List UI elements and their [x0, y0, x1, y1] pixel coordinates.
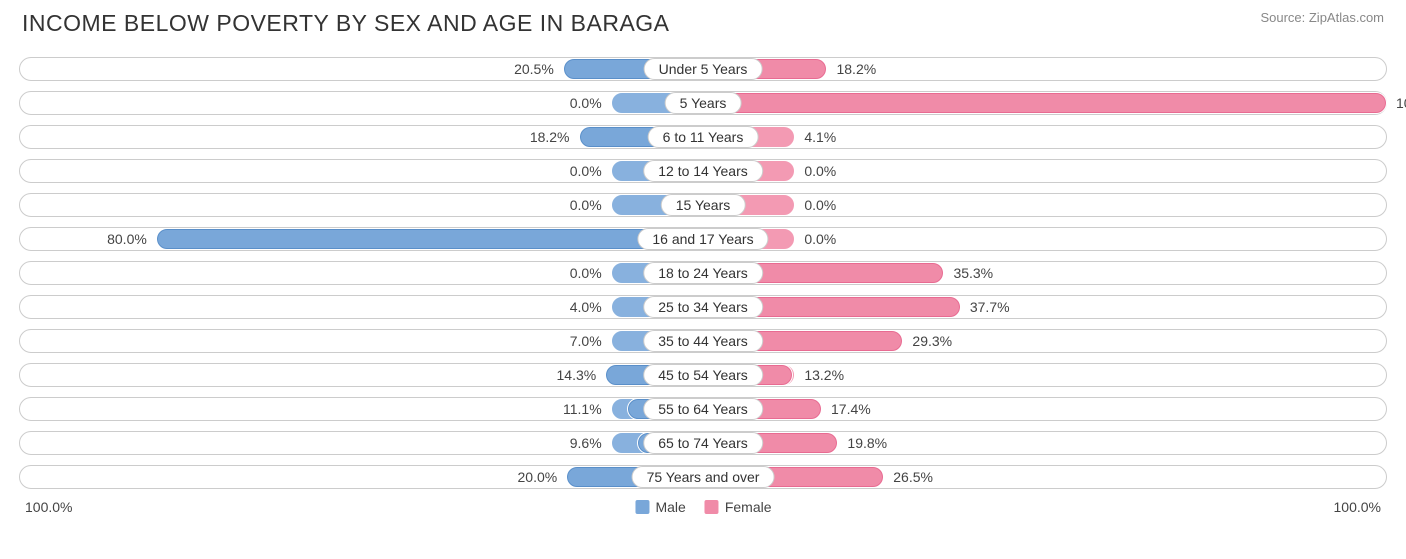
- chart-row: 4.0% 37.7% 25 to 34 Years: [19, 295, 1387, 319]
- category-label: 55 to 64 Years: [643, 398, 763, 420]
- chart-row: 11.1% 17.4% 55 to 64 Years: [19, 397, 1387, 421]
- female-value-label: 0.0%: [804, 197, 836, 213]
- male-value-label: 9.6%: [570, 435, 602, 451]
- female-value-label: 37.7%: [970, 299, 1010, 315]
- legend-swatch-male: [634, 499, 650, 515]
- axis-left-label: 100.0%: [25, 499, 72, 515]
- chart-title: INCOME BELOW POVERTY BY SEX AND AGE IN B…: [22, 10, 670, 37]
- female-value-label: 0.0%: [804, 231, 836, 247]
- female-value-label: 0.0%: [804, 163, 836, 179]
- category-label: 18 to 24 Years: [643, 262, 763, 284]
- category-label: 35 to 44 Years: [643, 330, 763, 352]
- male-value-label: 0.0%: [570, 95, 602, 111]
- category-label: 16 and 17 Years: [637, 228, 768, 250]
- female-value-label: 100.0%: [1396, 95, 1406, 111]
- female-value-label: 26.5%: [893, 469, 933, 485]
- male-value-label: 4.0%: [570, 299, 602, 315]
- chart-row: 80.0% 0.0% 16 and 17 Years: [19, 227, 1387, 251]
- male-value-label: 0.0%: [570, 163, 602, 179]
- male-value-label: 7.0%: [570, 333, 602, 349]
- male-value-label: 80.0%: [107, 231, 147, 247]
- axis-right-label: 100.0%: [1334, 499, 1381, 515]
- chart-row: 0.0% 0.0% 12 to 14 Years: [19, 159, 1387, 183]
- category-label: 65 to 74 Years: [643, 432, 763, 454]
- male-value-label: 0.0%: [570, 197, 602, 213]
- category-label: 5 Years: [665, 92, 742, 114]
- chart-row: 0.0% 35.3% 18 to 24 Years: [19, 261, 1387, 285]
- chart-area: 20.5% 18.2% Under 5 Years 0.0% 100.0% 5 Years…: [19, 57, 1387, 519]
- legend: Male Female: [634, 499, 771, 515]
- axis-legend-row: 100.0% 100.0% Male Female: [19, 499, 1387, 519]
- chart-row: 18.2% 4.1% 6 to 11 Years: [19, 125, 1387, 149]
- chart-row: 20.0% 26.5% 75 Years and over: [19, 465, 1387, 489]
- male-value-label: 0.0%: [570, 265, 602, 281]
- male-value-label: 11.1%: [563, 401, 602, 417]
- female-value-label: 13.2%: [804, 367, 844, 383]
- female-value-label: 19.8%: [847, 435, 887, 451]
- female-value-label: 35.3%: [953, 265, 993, 281]
- legend-item-male: Male: [634, 499, 685, 515]
- chart-row: 0.0%100.0%5 Years: [19, 91, 1387, 115]
- male-value-label: 14.3%: [557, 367, 597, 383]
- category-label: 25 to 34 Years: [643, 296, 763, 318]
- category-label: Under 5 Years: [644, 58, 763, 80]
- female-value-label: 18.2%: [836, 61, 876, 77]
- female-value-label: 4.1%: [804, 129, 836, 145]
- chart-row: 14.3% 13.2% 45 to 54 Years: [19, 363, 1387, 387]
- female-value-label: 29.3%: [912, 333, 952, 349]
- male-value-label: 20.5%: [514, 61, 554, 77]
- female-bar: [703, 92, 1387, 114]
- category-label: 45 to 54 Years: [643, 364, 763, 386]
- chart-row: 0.0% 0.0% 15 Years: [19, 193, 1387, 217]
- category-label: 12 to 14 Years: [643, 160, 763, 182]
- category-label: 15 Years: [661, 194, 746, 216]
- male-value-label: 18.2%: [530, 129, 570, 145]
- category-label: 6 to 11 Years: [648, 126, 759, 148]
- category-label: 75 Years and over: [632, 466, 775, 488]
- chart-row: 9.6% 19.8% 65 to 74 Years: [19, 431, 1387, 455]
- female-value-label: 17.4%: [831, 401, 871, 417]
- male-value-label: 20.0%: [518, 469, 558, 485]
- source-text: Source: ZipAtlas.com: [1260, 10, 1384, 25]
- chart-row: 7.0% 29.3% 35 to 44 Years: [19, 329, 1387, 353]
- chart-row: 20.5% 18.2% Under 5 Years: [19, 57, 1387, 81]
- legend-swatch-female: [704, 499, 720, 515]
- male-bar: [156, 228, 703, 250]
- legend-item-female: Female: [704, 499, 772, 515]
